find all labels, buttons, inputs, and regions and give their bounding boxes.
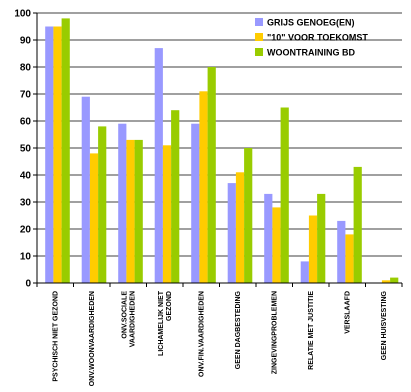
bar	[381, 280, 391, 283]
bar	[162, 145, 172, 283]
x-tick-label: VERSLAAFD	[344, 291, 351, 334]
y-tick-label: 80	[20, 63, 32, 74]
bar	[337, 220, 346, 283]
bar	[390, 277, 399, 283]
y-tick-label: 100	[14, 9, 31, 20]
y-tick-label: 90	[20, 36, 32, 47]
x-tick-label: GEEN DAGBESTEDING	[235, 290, 242, 369]
y-tick-label: 20	[20, 225, 32, 236]
bar	[345, 234, 354, 283]
bar	[235, 172, 245, 283]
bar	[98, 126, 107, 284]
x-tick-label: GEEN HUISVESTING	[381, 290, 388, 360]
x-tick-label: LICHAMELIJK NIET	[158, 290, 165, 356]
y-tick-label: 30	[20, 198, 32, 209]
bar	[280, 107, 289, 283]
legend-swatch	[255, 48, 263, 56]
x-tick-label: VAARDIGHEDEN	[129, 291, 136, 347]
bar	[53, 26, 62, 283]
legend-label: WOONTRAINING BD	[267, 48, 355, 58]
bar	[353, 166, 362, 283]
y-tick-label: 70	[20, 90, 32, 101]
bar	[264, 193, 273, 283]
bar	[199, 91, 208, 283]
bar	[134, 139, 143, 283]
bar	[154, 48, 163, 283]
x-tick-label: ONV.SOCIALE	[121, 291, 128, 339]
x-tick-label: ZINGEVINGPROBLEMEN	[271, 291, 278, 374]
bar	[244, 148, 253, 283]
bar	[207, 67, 216, 283]
legend-swatch	[255, 18, 263, 26]
y-tick-labels: 0 10 20 30 40 50 60 70 80 90 100	[14, 9, 31, 290]
y-tick-label: 10	[20, 252, 32, 263]
legend-label: GRIJS GENOEG(EN)	[267, 18, 355, 28]
bar	[272, 207, 281, 283]
bars	[45, 18, 399, 284]
x-tick-label: ONV.WOONVAARDIGHEDEN	[89, 291, 96, 386]
bar	[118, 123, 127, 283]
x-tick-labels: PSYCHISCH NIET GEZOND ONV.WOONVAARDIGHEDE…	[52, 290, 388, 386]
bar	[61, 18, 70, 284]
y-tick-label: 50	[20, 144, 32, 155]
bar	[126, 139, 135, 283]
bar	[300, 261, 309, 283]
x-tick-label: ONV.FIN.VAARDIGHEDEN	[198, 291, 205, 377]
bar	[89, 153, 99, 283]
bar	[317, 193, 326, 283]
bar	[308, 215, 318, 283]
legend-swatch	[255, 33, 263, 41]
y-tick-label: 60	[20, 117, 32, 128]
bar	[45, 26, 54, 283]
axes	[33, 12, 403, 287]
legend-label: "10" VOOR TOEKOMST	[267, 33, 368, 43]
y-tick-label: 40	[20, 171, 32, 182]
bar	[171, 110, 180, 283]
bar	[191, 123, 200, 283]
x-tick-label: RELATIE MET JUSTITIE	[308, 291, 315, 370]
bar	[227, 183, 236, 283]
x-tick-label: GEZOND	[166, 291, 173, 321]
bar	[81, 96, 90, 283]
legend: GRIJS GENOEG(EN) "10" VOOR TOEKOMST WOONTR…	[255, 18, 368, 58]
y-tick-label: 0	[25, 279, 31, 290]
x-tick-label: PSYCHISCH NIET GEZOND	[52, 291, 59, 382]
